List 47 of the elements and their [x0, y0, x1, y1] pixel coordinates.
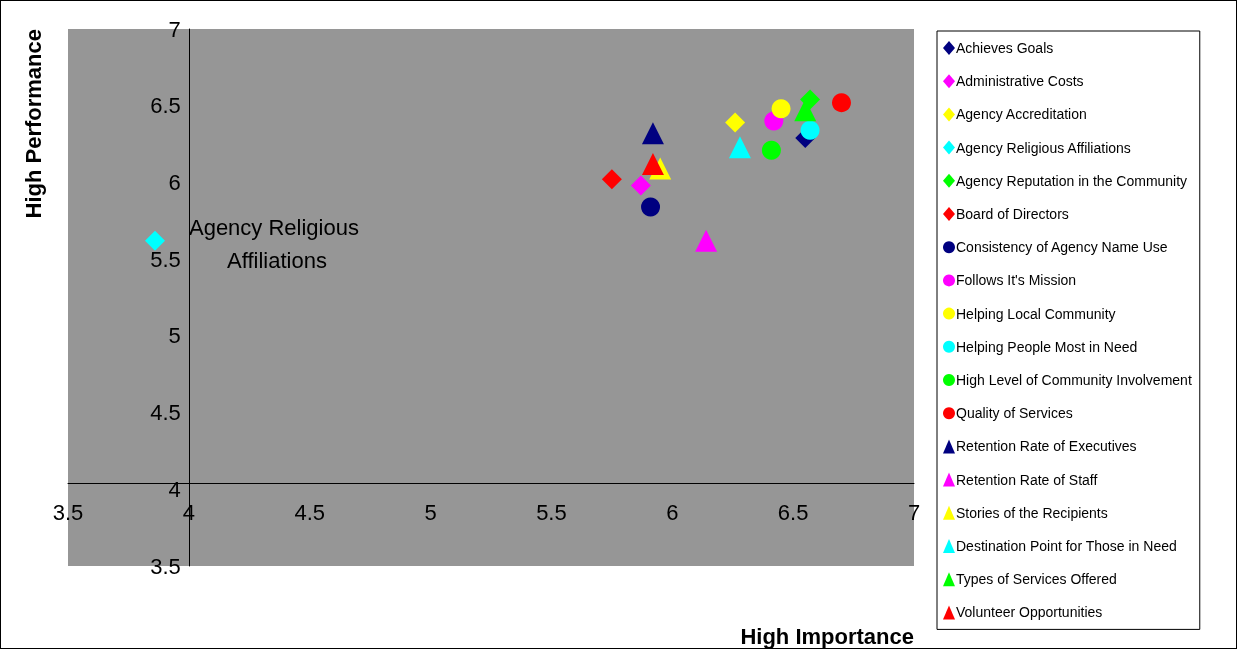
- x-tick-label: 6: [666, 500, 679, 526]
- point: [794, 99, 817, 122]
- point: [641, 153, 664, 176]
- y-tick-label: 6.5: [150, 93, 181, 119]
- x-tick-label: 3.5: [52, 500, 84, 526]
- point: [145, 230, 166, 251]
- legend-label: Administrative Costs: [956, 73, 1084, 90]
- y-tick-label: 4.5: [150, 400, 181, 426]
- x-tick-label: 4.5: [294, 500, 326, 526]
- y-tick-label: 3.5: [150, 553, 181, 579]
- legend-label: Helping Local Community: [956, 305, 1116, 322]
- legend-label: Quality of Services: [956, 405, 1073, 422]
- point: [630, 175, 651, 196]
- y-tick-label: 5.5: [150, 246, 181, 272]
- legend-label: High Level of Community Involvement: [956, 372, 1192, 388]
- legend-label: Achieves Goals: [956, 40, 1054, 56]
- legend-label: Helping People Most in Need: [956, 338, 1138, 355]
- point: [761, 140, 781, 160]
- legend-label: Stories of the Recipients: [956, 504, 1108, 521]
- legend-label: Volunteer Opportunities: [956, 604, 1103, 621]
- legend-label: Agency Religious Affiliations: [956, 139, 1131, 156]
- x-tick-label: 5: [424, 500, 437, 526]
- x-tick-label: 7: [907, 500, 921, 526]
- point: [641, 197, 661, 217]
- legend-label: Destination Point for Those in Need: [956, 538, 1177, 554]
- point: [832, 93, 851, 113]
- legend-label: Agency Reputation in the Community: [956, 172, 1188, 189]
- legend-label: Consistency of Agency Name Use: [956, 239, 1168, 256]
- point: [800, 120, 820, 140]
- legend-label: Types of Services Offered: [956, 571, 1117, 588]
- y-tick-label: 5: [168, 323, 181, 349]
- point: [601, 169, 622, 190]
- x-tick-label: 6.5: [777, 500, 809, 526]
- point: [641, 122, 664, 145]
- legend-label: Retention Rate of Executives: [956, 438, 1137, 455]
- annotation: Agency Religious Affiliations: [188, 214, 366, 273]
- y-tick-label: 6: [168, 169, 181, 195]
- point: [728, 136, 751, 159]
- legend-label: Retention Rate of Staff: [956, 471, 1098, 488]
- legend-label: Follows It's Mission: [956, 272, 1077, 289]
- y-axis-title: High Performance: [20, 29, 46, 219]
- point: [771, 99, 791, 119]
- x-tick-label: 5.5: [536, 500, 567, 526]
- point: [725, 112, 746, 133]
- legend-label: Board of Directors: [956, 206, 1069, 222]
- legend-label: Agency Accreditation: [956, 106, 1087, 123]
- point: [695, 229, 718, 252]
